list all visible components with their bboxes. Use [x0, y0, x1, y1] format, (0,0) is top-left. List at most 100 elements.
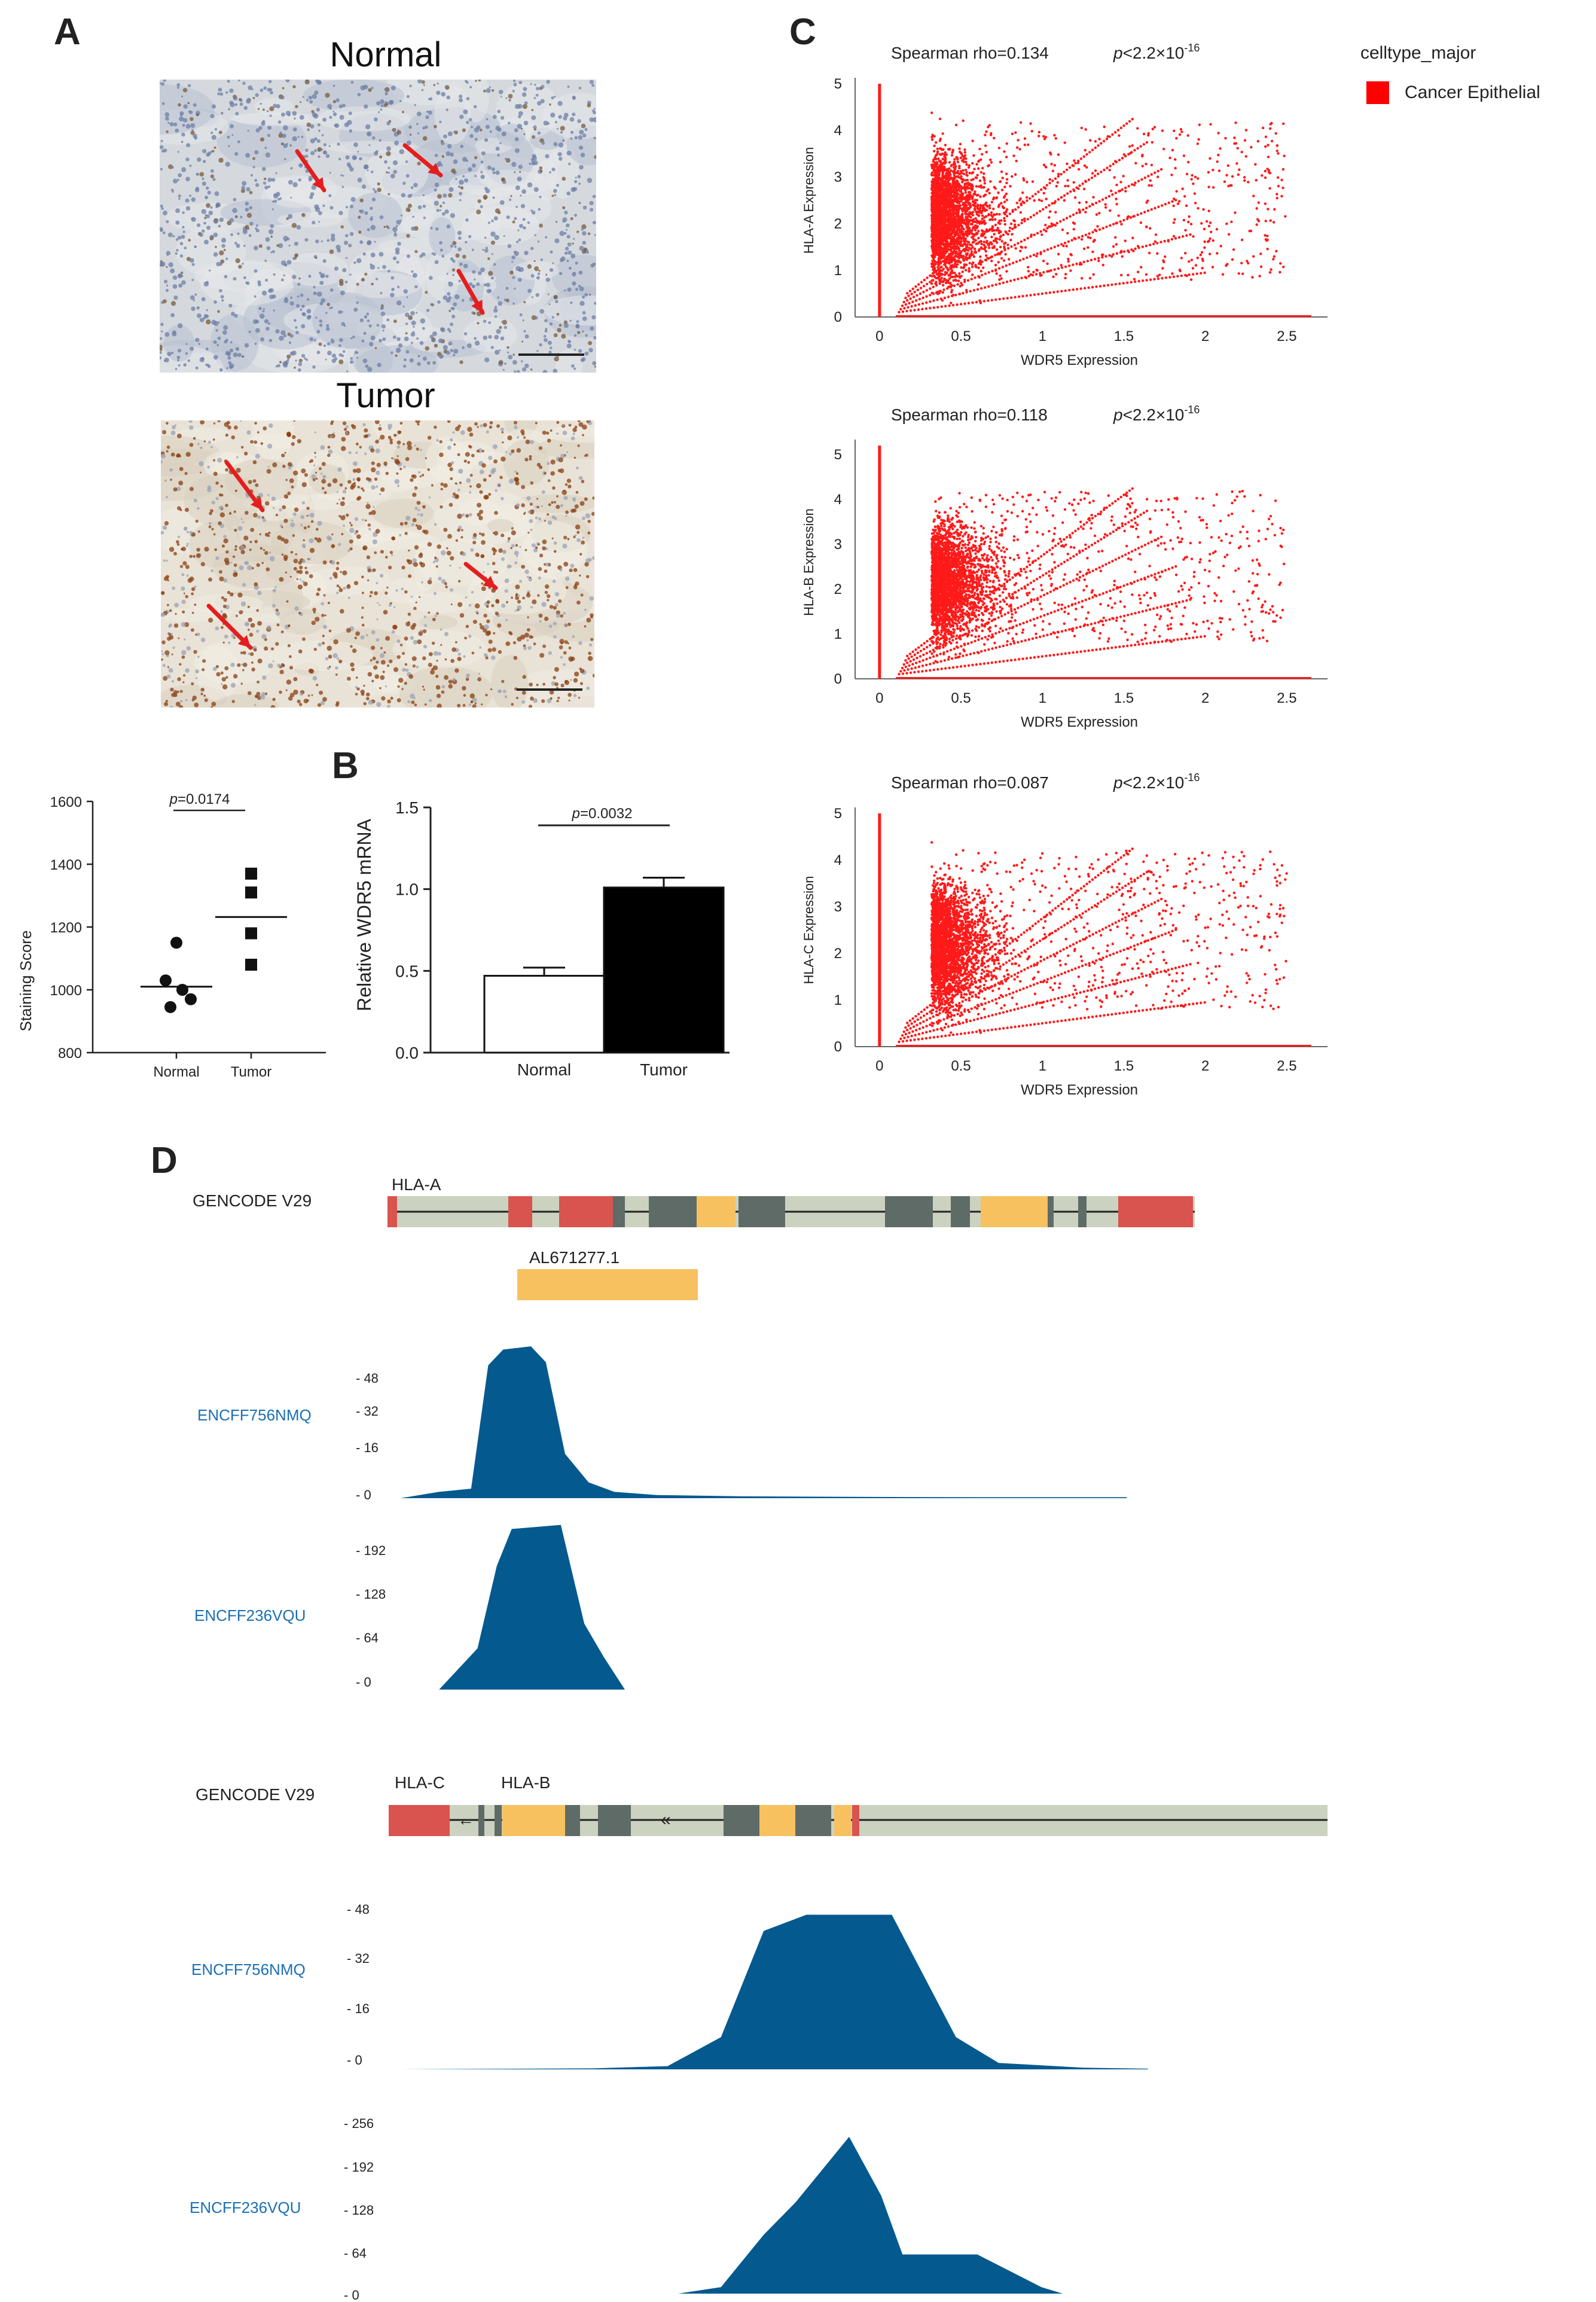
micro-nucleus: [247, 605, 250, 608]
micro-nucleus: [582, 316, 587, 321]
scatter-point: [1006, 243, 1009, 246]
micro-nucleus: [527, 646, 532, 650]
micro-nucleus: [536, 87, 539, 91]
micro-nucleus: [544, 520, 546, 522]
micro-nucleus: [229, 218, 234, 223]
micro-nucleus: [521, 565, 526, 569]
micro-tissue-blob: [347, 663, 401, 696]
scatter-point: [943, 273, 947, 276]
micro-nucleus: [560, 655, 563, 659]
micro-nucleus: [249, 632, 254, 637]
micro-nucleus: [358, 230, 362, 234]
micro-nucleus: [254, 704, 257, 706]
micro-nucleus: [364, 164, 369, 169]
micro-nucleus: [254, 440, 258, 444]
micro-nucleus: [515, 503, 520, 507]
micro-nucleus: [350, 645, 353, 648]
micro-nucleus: [574, 504, 579, 509]
micro-nucleus: [234, 152, 239, 156]
micro-nucleus: [337, 142, 340, 146]
scatter-point: [960, 181, 964, 184]
micro-nucleus: [285, 689, 288, 691]
micro-nucleus: [227, 641, 231, 644]
micro-nucleus: [249, 206, 253, 210]
micro-nucleus: [196, 113, 199, 117]
micro-nucleus: [427, 580, 432, 585]
micro-nucleus: [486, 430, 490, 434]
micro-nucleus: [242, 263, 244, 265]
micro-nucleus: [329, 172, 331, 174]
scatter-point: [972, 234, 976, 237]
micro-nucleus: [200, 562, 205, 566]
scatter-point: [951, 272, 954, 275]
micro-nucleus: [405, 207, 411, 212]
micro-nucleus: [564, 640, 568, 644]
micro-nucleus: [264, 185, 268, 190]
micro-nucleus: [298, 278, 301, 280]
micro-nucleus: [409, 317, 412, 320]
micro-nucleus: [185, 343, 188, 345]
micro-nucleus: [567, 242, 572, 247]
micro-nucleus: [512, 220, 515, 224]
micro-nucleus: [567, 484, 572, 489]
micro-nucleus: [404, 663, 408, 666]
micro-nucleus: [556, 613, 560, 618]
micro-nucleus: [481, 703, 483, 706]
micro-nucleus: [276, 623, 280, 627]
micro-nucleus: [331, 560, 335, 565]
micro-nucleus: [448, 309, 451, 312]
micro-nucleus: [430, 303, 433, 306]
micro-nucleus: [306, 309, 312, 314]
micro-nucleus: [489, 130, 492, 133]
micro-nucleus: [455, 253, 460, 258]
micro-nucleus: [215, 664, 219, 669]
micro-nucleus: [288, 244, 291, 247]
micro-nucleus: [346, 370, 349, 373]
micro-nucleus: [520, 127, 523, 130]
micro-nucleus: [285, 297, 288, 300]
micro-nucleus: [342, 489, 347, 494]
micro-nucleus: [264, 147, 267, 150]
micro-nucleus: [212, 438, 215, 441]
micro-nucleus: [267, 178, 272, 182]
micro-nucleus: [582, 205, 587, 210]
micro-nucleus: [423, 688, 425, 691]
micro-nucleus: [577, 119, 581, 123]
micro-nucleus: [195, 677, 198, 679]
micro-nucleus: [405, 174, 410, 178]
micro-nucleus: [544, 569, 548, 573]
micro-nucleus: [367, 169, 369, 172]
micro-nucleus: [547, 520, 553, 525]
micro-nucleus: [354, 636, 357, 639]
micro-nucleus: [554, 96, 556, 98]
micro-nucleus: [245, 561, 249, 565]
micro-nucleus: [361, 184, 367, 189]
micro-nucleus: [165, 289, 169, 292]
micro-nucleus: [423, 529, 429, 535]
scatter-point: [990, 161, 993, 164]
micro-nucleus: [176, 355, 181, 359]
micro-nucleus: [412, 474, 417, 479]
micro-nucleus: [173, 623, 179, 628]
micro-nucleus: [316, 330, 321, 334]
scatter-point: [1011, 233, 1014, 236]
micro-nucleus: [175, 220, 180, 225]
micro-nucleus: [353, 307, 358, 312]
micro-nucleus: [549, 690, 554, 695]
micro-nucleus: [380, 660, 386, 665]
micro-nucleus: [423, 84, 425, 86]
micro-nucleus: [160, 350, 162, 354]
micro-nucleus: [310, 459, 314, 463]
micro-nucleus: [437, 703, 442, 708]
micro-nucleus: [554, 682, 559, 687]
micro-nucleus: [469, 491, 472, 494]
micro-nucleus: [177, 359, 179, 362]
micro-nucleus: [227, 80, 230, 83]
micro-nucleus: [290, 296, 293, 299]
micro-nucleus: [531, 211, 536, 215]
micro-nucleus: [234, 313, 238, 318]
scatter-point: [981, 217, 984, 221]
micro-nucleus: [556, 420, 560, 424]
micro-nucleus: [433, 124, 437, 129]
micro-nucleus: [521, 92, 527, 97]
